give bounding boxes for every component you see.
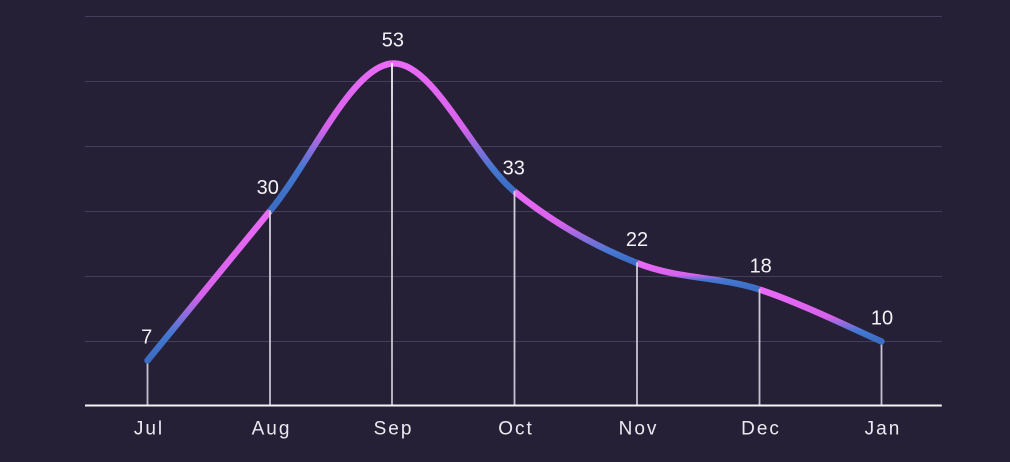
svg-text:22: 22 xyxy=(626,229,648,251)
svg-text:53: 53 xyxy=(382,30,404,52)
svg-text:18: 18 xyxy=(750,256,772,278)
svg-text:7: 7 xyxy=(141,327,152,349)
svg-text:Aug: Aug xyxy=(252,419,292,440)
svg-text:Dec: Dec xyxy=(741,419,781,440)
svg-text:Jul: Jul xyxy=(134,419,164,440)
svg-text:30: 30 xyxy=(257,177,279,199)
svg-text:33: 33 xyxy=(503,158,525,180)
svg-text:10: 10 xyxy=(871,308,893,330)
svg-text:Sep: Sep xyxy=(374,419,414,440)
svg-text:Jan: Jan xyxy=(865,419,902,440)
svg-text:Nov: Nov xyxy=(619,419,659,440)
svg-text:Oct: Oct xyxy=(498,419,534,440)
